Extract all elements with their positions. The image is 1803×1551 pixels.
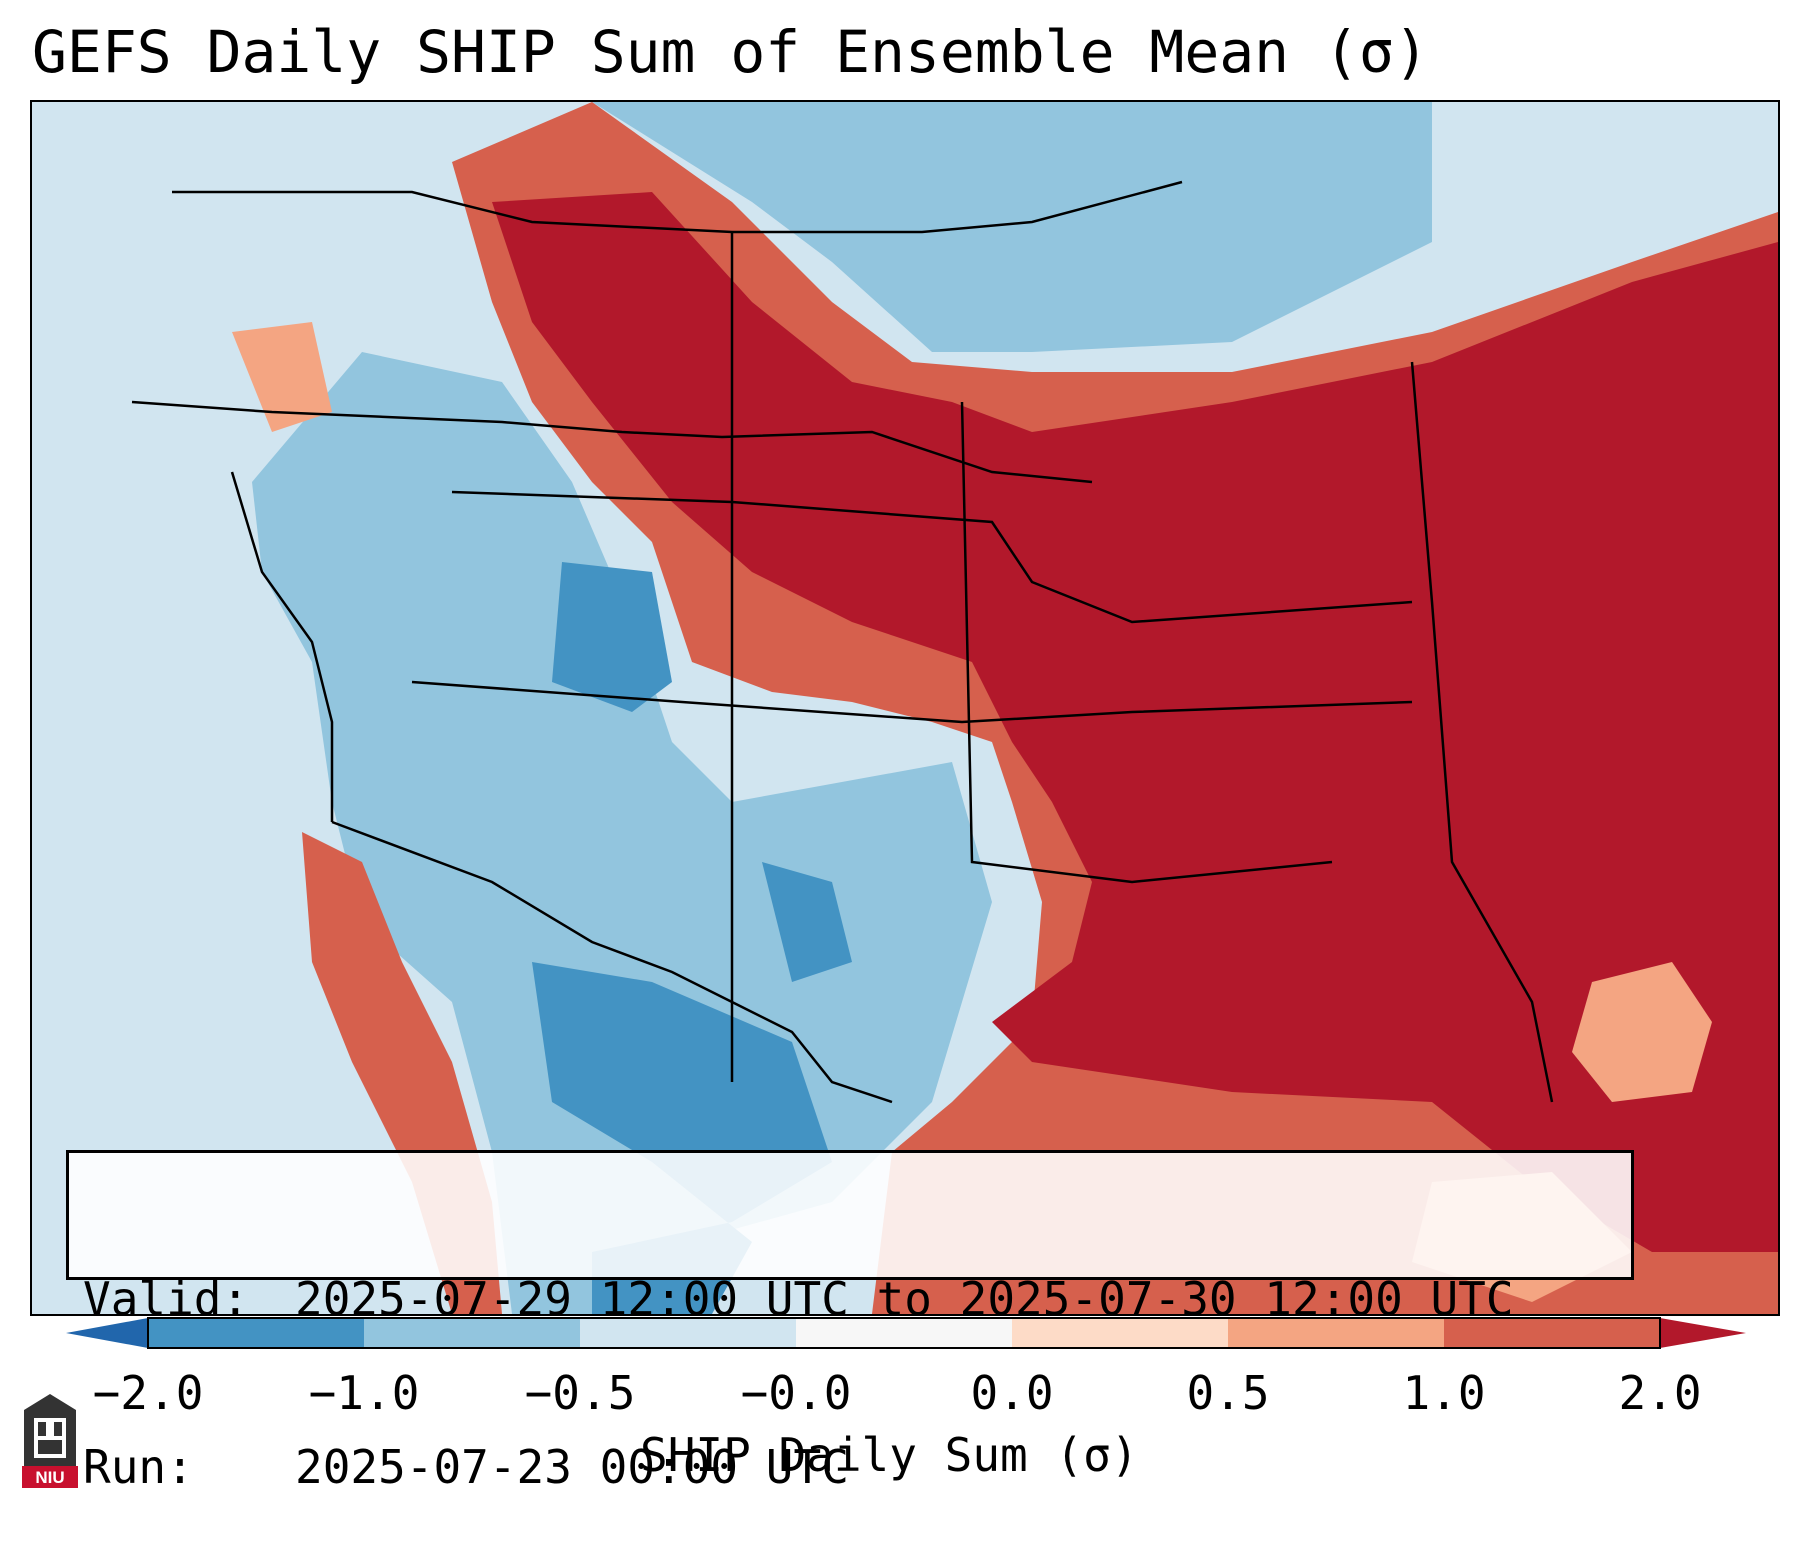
colorbar-tick-label: −0.5 (524, 1366, 636, 1420)
valid-run-info-box: Valid: 2025-07-29 12:00 UTC to 2025-07-30… (66, 1150, 1634, 1494)
atlantic-coast-line (1410, 361, 1554, 1103)
colorbar-tick-label: 0.0 (970, 1366, 1054, 1420)
us-mexico-border (331, 820, 893, 1104)
colorbar-segment-5 (1012, 1318, 1228, 1348)
california-nevada-line (230, 471, 334, 822)
colorbar-outline (147, 1317, 1661, 1349)
colorbar-tick-label: 0.5 (1186, 1366, 1270, 1420)
oregon-positive-patch (232, 322, 332, 432)
run-value: 2025-07-23 00:00 UTC (295, 1440, 849, 1494)
northern-state-line (131, 400, 1093, 484)
borders (131, 180, 1554, 1104)
logo-text: NIU (35, 1468, 64, 1487)
colorbar-tick-label: −0.0 (740, 1366, 852, 1420)
colorbar-segment-6 (1228, 1318, 1444, 1348)
colorbar-extend-high (1660, 1318, 1746, 1348)
colorbar-tick-label: 1.0 (1402, 1366, 1486, 1420)
run-label: Run: (83, 1440, 194, 1494)
colorbar (66, 1317, 1746, 1349)
anomaly-map (32, 102, 1778, 1314)
colorbar-tick-label: 2.0 (1618, 1366, 1702, 1420)
colorbar-extend-low (66, 1318, 148, 1348)
colorbar-segment-2 (364, 1318, 580, 1348)
colorbar-tick-label: −2.0 (92, 1366, 204, 1420)
southwest-negative-region (252, 352, 992, 1314)
atlantic-light-patch (1572, 962, 1712, 1102)
chart-title: GEFS Daily SHIP Sum of Ensemble Mean (σ) (32, 18, 1429, 86)
colorbar-segment-7 (1444, 1318, 1660, 1348)
mexico-strong-negative (532, 962, 832, 1314)
strong-positive-core (492, 192, 1778, 1252)
map-panel (30, 100, 1780, 1316)
texas-strong-negative (762, 862, 852, 982)
colorbar-label: SHIP Daily Sum (σ) (640, 1428, 1139, 1482)
gulf-coast-line (960, 401, 1333, 884)
colorbar-tick-label: −1.0 (308, 1366, 420, 1420)
colorbar-segment-1 (148, 1318, 364, 1348)
northern-negative-region (212, 102, 1432, 352)
colorado-strong-negative (552, 562, 672, 712)
colorbar-segment-4 (796, 1318, 1012, 1348)
midline-states (451, 490, 1413, 624)
niu-logo-icon: NIU (22, 1394, 78, 1488)
colorbar-segment-3 (580, 1318, 796, 1348)
southern-midline (411, 680, 1413, 724)
